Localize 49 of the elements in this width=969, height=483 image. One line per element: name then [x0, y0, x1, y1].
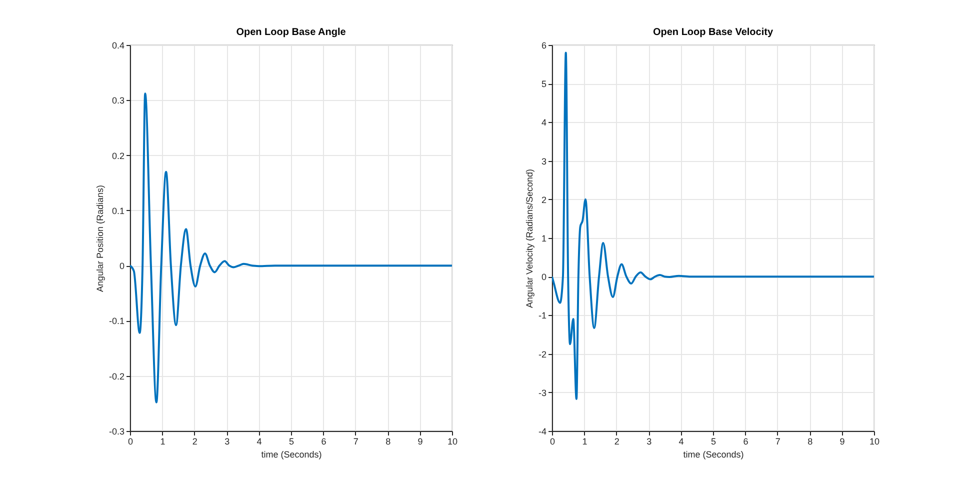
x-tick-label: 7 — [353, 436, 358, 446]
y-axis-title: Angular Velocity (Radians/Second) — [524, 168, 534, 308]
line-series — [552, 52, 874, 400]
x-tick-label: 6 — [321, 436, 326, 446]
y-tick-label: -0.1 — [108, 316, 124, 326]
x-tick-label: 6 — [743, 436, 748, 446]
x-tick-label: 8 — [808, 436, 813, 446]
x-tick-label: 4 — [678, 436, 684, 446]
y-tick-label: 0 — [541, 272, 546, 282]
x-tick-label: 5 — [710, 436, 716, 446]
y-tick-label: 0.2 — [112, 150, 124, 161]
x-tick-label: 10 — [447, 436, 458, 446]
x-axis-title: time (Seconds) — [261, 450, 322, 460]
y-tick-label: 6 — [541, 40, 546, 50]
y-tick-label: -0.3 — [108, 426, 124, 436]
x-tick-label: 8 — [386, 436, 391, 446]
x-tick-label: 2 — [614, 436, 620, 446]
x-tick-label: 9 — [840, 436, 845, 446]
y-tick-label: 5 — [541, 79, 546, 90]
y-tick-label: -0.2 — [108, 371, 124, 382]
y-tick-label: 1 — [541, 234, 546, 244]
x-tick-label: 7 — [775, 436, 780, 446]
y-tick-label: 4 — [541, 118, 546, 128]
x-tick-label: 3 — [646, 436, 652, 446]
y-tick-label: -1 — [538, 310, 546, 321]
y-tick-label: 0.4 — [112, 40, 124, 50]
x-tick-label: 0 — [128, 436, 134, 446]
chart-title: Open Loop Base Angle — [236, 27, 346, 38]
x-tick-label: 9 — [418, 436, 423, 446]
y-tick-label: 0.3 — [112, 96, 124, 106]
x-tick-label: 0 — [550, 436, 556, 446]
y-tick-label: 0 — [119, 261, 124, 272]
x-tick-label: 3 — [224, 436, 230, 446]
y-axis-title: Angular Position (Radians) — [94, 184, 105, 292]
x-tick-label: 5 — [288, 436, 294, 446]
line-series — [130, 92, 452, 404]
x-axis-title: time (Seconds) — [683, 450, 744, 460]
y-tick-label: -4 — [538, 426, 546, 436]
x-tick-label: 2 — [192, 436, 198, 446]
y-tick-label: -2 — [538, 349, 546, 360]
y-tick-label: 3 — [541, 156, 546, 166]
x-tick-label: 10 — [869, 436, 880, 446]
x-tick-label: 4 — [256, 436, 262, 446]
x-tick-label: 1 — [582, 436, 588, 446]
chart-title: Open Loop Base Velocity — [652, 27, 774, 38]
x-tick-label: 1 — [160, 436, 166, 446]
y-tick-label: -3 — [538, 388, 546, 398]
y-tick-label: 2 — [541, 194, 546, 205]
y-tick-label: 0.1 — [112, 206, 124, 216]
